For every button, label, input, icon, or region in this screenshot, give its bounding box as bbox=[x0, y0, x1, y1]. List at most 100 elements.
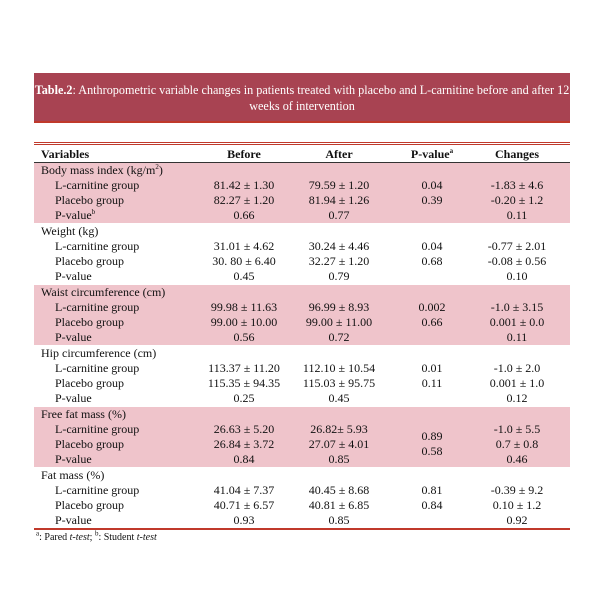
footnote-a-test: t-test bbox=[69, 532, 90, 543]
row-label-text: P-value bbox=[55, 208, 92, 222]
row-label-text: L-carnitine group bbox=[55, 422, 140, 436]
cell-before: 99.00 ± 10.00 bbox=[210, 315, 278, 329]
cell-changes: 0.46 bbox=[506, 452, 528, 466]
cell-changes: 0.10 ± 1.2 bbox=[492, 498, 542, 512]
header-p-value-text: P-value bbox=[410, 147, 450, 161]
section-title-end: ) bbox=[158, 163, 163, 177]
cell-after: 26.82± 5.93 bbox=[310, 422, 368, 436]
row-label: P-value bbox=[55, 391, 92, 406]
cell-changes: 0.7 ± 0.8 bbox=[495, 437, 539, 451]
row-label: P-value bbox=[55, 452, 92, 467]
header-changes: Changes bbox=[494, 147, 539, 161]
cell-changes: -0.08 ± 0.56 bbox=[487, 254, 547, 268]
cell-after: 40.81 ± 6.85 bbox=[308, 498, 370, 512]
bottom-rule bbox=[34, 528, 570, 530]
section-title: Weight (kg) bbox=[41, 224, 98, 239]
row-label-sup: b bbox=[91, 208, 96, 216]
cell-changes: 0.11 bbox=[506, 330, 528, 344]
cell-changes: 0.92 bbox=[506, 513, 528, 527]
cell-changes: -1.0 ± 5.5 bbox=[493, 422, 541, 436]
table-row: P-value 0.93 0.85 0.92 bbox=[34, 513, 570, 528]
cell-before: 0.93 bbox=[233, 513, 255, 527]
row-label: Placebo group bbox=[55, 254, 124, 269]
top-rule bbox=[34, 144, 570, 147]
cell-before: 0.84 bbox=[233, 452, 255, 466]
cell-after: 32.27 ± 1.20 bbox=[308, 254, 370, 268]
cell-before: 99.98 ± 11.63 bbox=[210, 300, 278, 314]
header-after: After bbox=[325, 147, 353, 161]
section-title-row: Waist circumference (cm) bbox=[34, 285, 570, 300]
cell-changes: 0.001 ± 0.0 bbox=[489, 315, 545, 329]
section-title-sup: 2 bbox=[155, 163, 159, 171]
table-row: P-valueb 0.66 0.77 0.11 bbox=[34, 208, 570, 223]
cell-changes: -1.83 ± 4.6 bbox=[490, 178, 544, 192]
cell-changes: 0.10 bbox=[506, 269, 528, 283]
section-title-text: Fat mass (%) bbox=[41, 468, 105, 482]
section-title-text: Weight (kg) bbox=[41, 224, 99, 238]
row-label: Placebo group bbox=[55, 193, 124, 208]
row-label: P-value bbox=[55, 269, 92, 284]
cell-after: 112.10 ± 10.54 bbox=[302, 361, 376, 375]
section-title-text: Hip circumference (cm) bbox=[41, 346, 157, 360]
cell-p-value: 0.002 bbox=[418, 300, 446, 314]
row-label: L-carnitine group bbox=[55, 361, 139, 376]
cell-before: 26.63 ± 5.20 bbox=[213, 422, 275, 436]
cell-after: 30.24 ± 4.46 bbox=[308, 239, 370, 253]
cell-before: 0.56 bbox=[233, 330, 255, 344]
row-label-text: Placebo group bbox=[55, 437, 124, 451]
cell-after: 40.45 ± 8.68 bbox=[308, 483, 370, 497]
cell-before: 115.35 ± 94.35 bbox=[207, 376, 281, 390]
cell-p-value: 0.04 bbox=[421, 178, 443, 192]
table-section: Free fat mass (%) L-carnitine group 26.63 … bbox=[34, 406, 570, 467]
table-caption: Table.2: Anthropometric variable changes… bbox=[34, 73, 570, 123]
table-row: L-carnitine group 41.04 ± 7.37 40.45 ± 8.6… bbox=[34, 483, 570, 498]
row-label-text: L-carnitine group bbox=[55, 239, 140, 253]
row-label: Placebo group bbox=[55, 315, 124, 330]
table-row: L-carnitine group 113.37 ± 11.20 112.10 ± … bbox=[34, 361, 570, 376]
cell-changes: -0.39 ± 9.2 bbox=[490, 483, 544, 497]
row-label: L-carnitine group bbox=[55, 422, 139, 437]
section-title-row: Body mass index (kg/m2) bbox=[34, 163, 570, 178]
table-row: Placebo group 99.00 ± 10.00 99.00 ± 11.00 0… bbox=[34, 315, 570, 330]
table-row: P-value 0.25 0.45 0.12 bbox=[34, 391, 570, 406]
footnote-a-sup: a bbox=[36, 529, 40, 538]
footnote: a: Pared t-test; b: Student t-test bbox=[36, 529, 157, 543]
table-row: Placebo group 82.27 ± 1.20 81.94 ± 1.26 0.3… bbox=[34, 193, 570, 208]
row-label-text: L-carnitine group bbox=[55, 361, 140, 375]
row-label: L-carnitine group bbox=[55, 239, 139, 254]
section-title-row: Fat mass (%) bbox=[34, 468, 570, 483]
cell-changes: 0.12 bbox=[506, 391, 528, 405]
cell-before: 0.66 bbox=[233, 208, 255, 222]
cell-after: 0.77 bbox=[328, 208, 350, 222]
section-title-row: Free fat mass (%) bbox=[34, 407, 570, 422]
row-label-text: L-carnitine group bbox=[55, 178, 140, 192]
cell-before: 0.25 bbox=[233, 391, 255, 405]
table-row: P-value 0.84 0.85 0.46 bbox=[34, 452, 570, 467]
table-row: L-carnitine group 99.98 ± 11.63 96.99 ± 8.… bbox=[34, 300, 570, 315]
cell-after: 0.85 bbox=[328, 513, 350, 527]
cell-p-value: 0.01 bbox=[421, 361, 443, 375]
table-section: Fat mass (%) L-carnitine group 41.04 ± 7.3… bbox=[34, 467, 570, 528]
row-label: P-value bbox=[55, 330, 92, 345]
cell-changes: -0.20 ± 1.2 bbox=[490, 193, 544, 207]
table-section: Body mass index (kg/m2) L-carnitine group… bbox=[34, 163, 570, 223]
table-row: P-value 0.56 0.72 0.11 bbox=[34, 330, 570, 345]
cell-before: 81.42 ± 1.30 bbox=[213, 178, 275, 192]
row-label: L-carnitine group bbox=[55, 483, 139, 498]
row-label-text: P-value bbox=[55, 391, 92, 405]
cell-after: 115.03 ± 95.75 bbox=[302, 376, 376, 390]
cell-changes: -1.0 ± 2.0 bbox=[493, 361, 541, 375]
header-before: Before bbox=[227, 147, 261, 161]
section-title: Waist circumference (cm) bbox=[41, 285, 165, 300]
header-row: Variables Before After P-valuea Changes bbox=[34, 147, 570, 163]
section-title-text: Body mass index (kg/m bbox=[41, 163, 156, 177]
cell-after: 96.99 ± 8.93 bbox=[308, 300, 370, 314]
cell-before: 31.01 ± 4.62 bbox=[213, 239, 275, 253]
footnote-b-sup: b bbox=[94, 529, 99, 538]
cell-changes: -1.0 ± 3.15 bbox=[490, 300, 544, 314]
row-label-text: P-value bbox=[55, 513, 92, 527]
cell-before: 113.37 ± 11.20 bbox=[208, 361, 280, 375]
section-title: Fat mass (%) bbox=[41, 468, 104, 483]
cell-p-value: 0.66 bbox=[421, 315, 443, 329]
table-row: L-carnitine group 81.42 ± 1.30 79.59 ± 1.2… bbox=[34, 178, 570, 193]
